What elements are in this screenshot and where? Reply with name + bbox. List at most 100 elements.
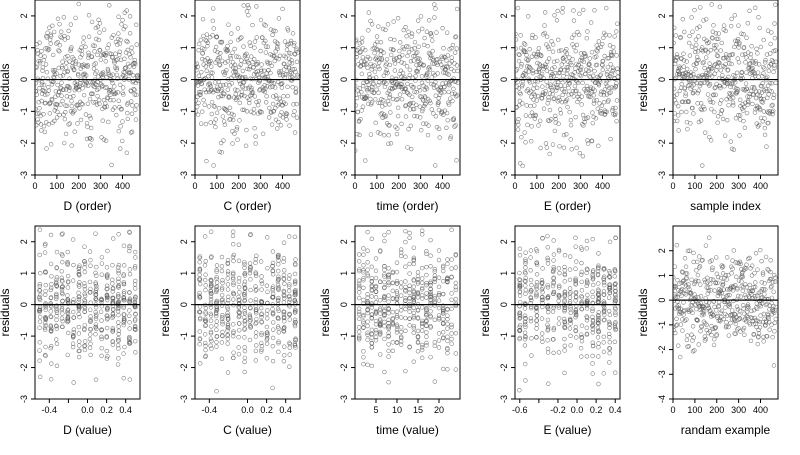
data-point [357,306,362,311]
data-point [374,55,379,60]
data-point [62,33,67,39]
data-point [209,254,214,259]
data-point [612,323,618,328]
data-point [517,293,523,298]
data-point [411,255,416,261]
x-tick-label: 200 [231,181,246,191]
data-point [411,245,416,250]
x-tick-label: 0.0 [81,405,94,415]
data-point [399,121,404,127]
data-point [762,132,768,138]
data-point [208,84,214,89]
data-point [403,306,408,312]
data-point [601,303,606,309]
data-point [551,275,556,280]
data-point [424,330,429,335]
data-point [763,86,768,92]
data-point [80,102,85,107]
data-point [71,109,76,114]
data-point [407,305,412,311]
data-point [360,83,366,89]
data-point [686,40,692,46]
data-point [357,267,362,272]
data-point [82,297,87,303]
data-point [242,355,248,361]
data-point [420,328,425,333]
data-point [231,73,236,79]
data-point [130,103,135,108]
data-point [601,340,606,345]
data-point [688,121,693,126]
data-point [89,19,95,25]
data-point [424,307,429,312]
data-point [607,269,612,274]
data-point [45,76,51,81]
data-point [215,49,220,55]
data-point [93,61,98,66]
data-point [276,119,281,125]
data-point [214,327,219,332]
data-point [365,229,370,235]
data-point [407,344,412,349]
x-axis-title: time (value) [376,423,439,437]
data-point [259,320,264,325]
data-point [275,255,281,260]
data-point [242,292,247,297]
data-point [205,43,210,49]
data-point [748,51,754,57]
data-point [569,35,575,40]
data-point [587,56,593,61]
data-point [426,18,432,23]
data-point [43,270,48,275]
data-point [532,82,537,88]
data-point [132,326,138,332]
data-point [265,289,270,294]
data-point [99,261,105,266]
data-point [682,256,688,261]
data-point [133,107,138,112]
data-point [553,70,558,76]
data-point [550,42,556,47]
data-point [376,100,381,106]
data-point [110,289,115,294]
data-point [231,297,236,302]
data-point [539,71,545,77]
data-point [228,116,233,122]
data-point [590,274,595,279]
data-point [88,289,93,295]
data-point [104,273,110,278]
data-point [359,40,365,45]
data-point [236,275,242,281]
y-tick-label: 1 [179,45,189,50]
data-point [48,303,53,308]
data-point [276,286,281,292]
data-point [355,131,360,137]
data-point [203,305,209,311]
data-point [37,358,42,363]
data-point [682,85,688,90]
data-point [428,309,433,314]
data-point [76,339,82,344]
data-point [411,288,416,294]
data-point [436,87,441,92]
data-point [590,110,595,115]
data-point [517,103,522,108]
data-point [735,86,740,92]
data-point [561,89,567,94]
data-point [242,285,248,290]
data-point [66,28,71,34]
data-point [612,34,617,39]
data-point [405,53,410,59]
data-point [596,315,601,321]
data-point [707,81,713,87]
data-point [430,38,435,43]
data-point [417,104,423,109]
data-point [376,24,381,29]
x-tick-label: 100 [687,405,702,415]
x-tick-label: 0 [512,181,517,191]
data-point [717,83,723,89]
data-point [579,332,584,337]
data-point [236,345,241,350]
